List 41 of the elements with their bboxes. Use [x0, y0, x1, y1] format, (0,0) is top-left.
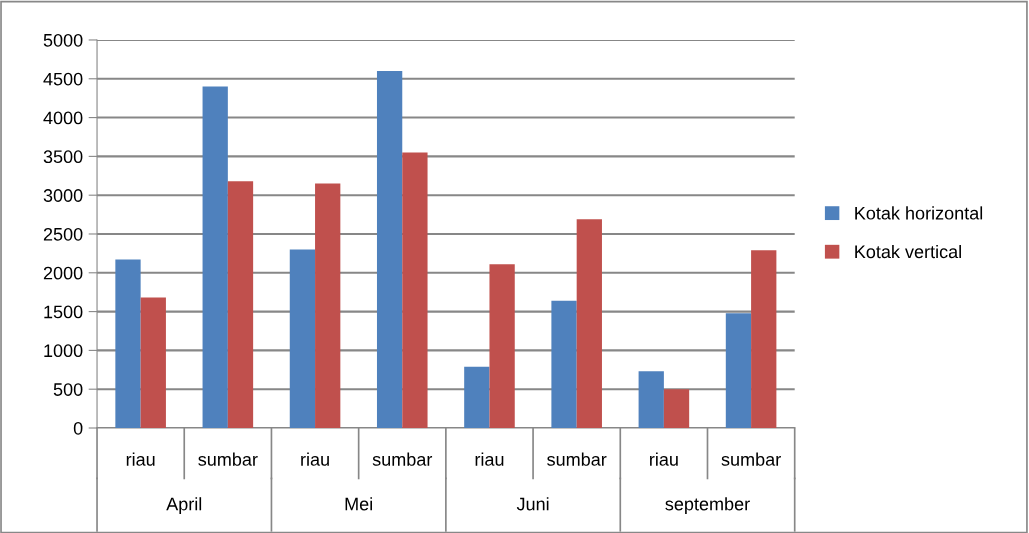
y-tick-label: 2000 [43, 266, 83, 280]
y-tick-label: 1000 [44, 344, 83, 358]
y-tick-label: 3000 [43, 189, 83, 202]
y-tick-label: 2500 [43, 227, 83, 241]
x-tick-label: riau [475, 452, 504, 466]
bar [725, 313, 752, 428]
text: Mei [345, 497, 372, 511]
bar [489, 264, 515, 428]
x-tick-label: sumbar [372, 452, 433, 466]
bar [638, 371, 664, 428]
x-tick-label: riau [650, 452, 678, 466]
y-tick-label: 1500 [44, 305, 83, 319]
bar [140, 297, 166, 428]
y-tick-label: 4500 [43, 72, 83, 86]
y-tick-label: 5000 [43, 33, 83, 47]
y-tick-label: 0 [73, 421, 83, 435]
x-tick-label: sumbar [198, 452, 258, 466]
bar [376, 71, 403, 428]
bar [402, 152, 428, 428]
bar [663, 389, 690, 428]
bar [315, 183, 341, 428]
bar [202, 86, 228, 428]
bar [576, 219, 602, 428]
x-tick-label: sumbar [721, 452, 781, 466]
x-tick-label: riau [126, 452, 155, 466]
x-tick-label: riau [301, 452, 329, 466]
bar [551, 300, 577, 428]
y-tick-label: 500 [53, 383, 83, 396]
text: Juni [516, 497, 549, 511]
bar [464, 366, 490, 428]
bar [289, 249, 316, 428]
bar [227, 181, 254, 428]
legend-label: Kotak vertical [855, 244, 961, 259]
text: september [665, 497, 750, 515]
bar [751, 250, 777, 428]
y-tick-label: 4000 [43, 111, 83, 125]
x-tick-label: sumbar [547, 452, 607, 466]
text: April [166, 497, 202, 515]
legend-label: Kotak horizontal [855, 206, 983, 220]
bar [115, 259, 141, 428]
y-tick-label: 3500 [43, 150, 83, 164]
